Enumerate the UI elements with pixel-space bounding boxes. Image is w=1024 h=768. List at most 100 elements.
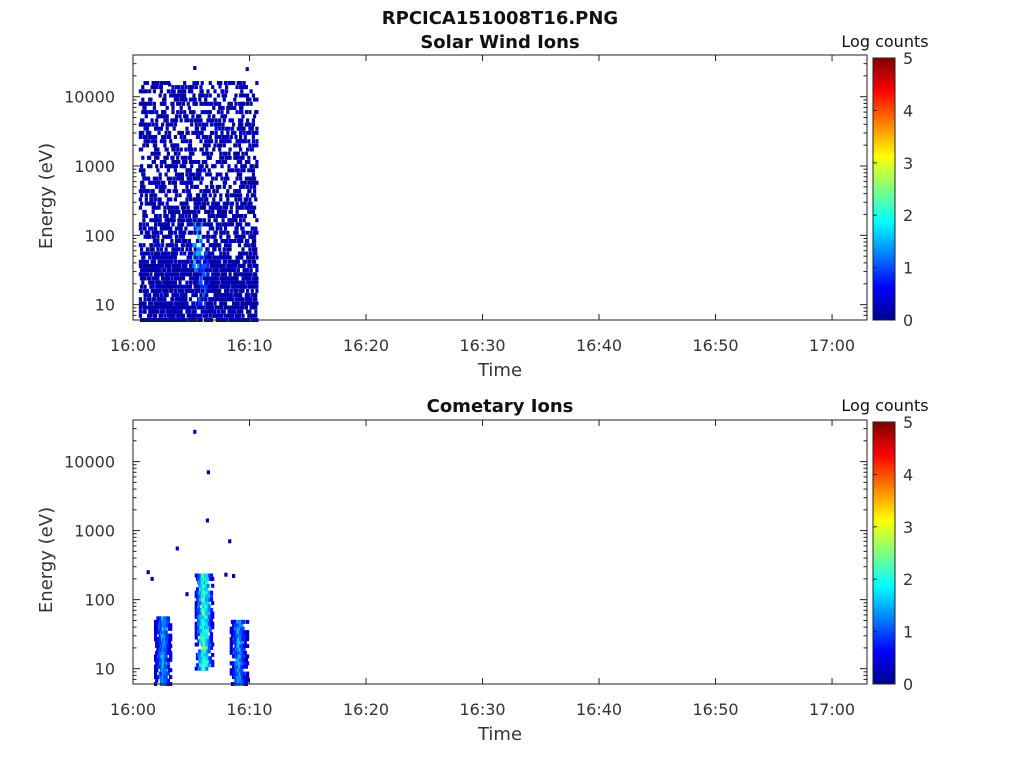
spectrogram-cell	[222, 247, 226, 252]
spectrogram-cell	[166, 89, 170, 94]
colorbar-tick-label: 4	[903, 465, 913, 484]
spectrogram-cell	[211, 251, 215, 256]
spectrogram-cell	[194, 284, 198, 289]
spectrogram-cell	[255, 139, 259, 144]
spectrogram-cell	[148, 276, 152, 281]
spectrogram-cell	[211, 583, 215, 588]
spectrogram-cell	[165, 155, 169, 160]
spectrogram-cell	[144, 251, 148, 256]
spectrogram-cell	[240, 214, 244, 218]
spectrogram-cell	[188, 176, 193, 181]
spectrogram-cell	[173, 180, 177, 185]
spectrogram-cell	[244, 243, 248, 248]
spectrogram-cell	[199, 293, 203, 298]
spectrogram-cell	[164, 305, 168, 310]
spectrogram-cell	[172, 176, 176, 181]
spectrogram-cell	[235, 209, 239, 214]
spectrogram-cell	[226, 189, 230, 194]
spectrogram-cell	[211, 272, 215, 277]
spectrogram-cell	[152, 89, 156, 94]
spectrogram-cell	[159, 259, 163, 264]
spectrogram-cell	[190, 180, 194, 185]
spectrogram-cell	[140, 147, 144, 152]
spectrogram-cell	[185, 592, 189, 597]
spectrogram-cell	[212, 197, 216, 202]
spectrogram-cell	[193, 255, 197, 260]
spectrogram-cell	[235, 284, 239, 289]
spectrogram-cell	[141, 155, 145, 160]
spectrogram-cell	[207, 209, 211, 214]
spectrogram-cell	[220, 272, 224, 277]
panel-cometary: Cometary Ions Log counts 16:00 16:10 16:20…	[36, 396, 929, 745]
spectrogram-cell	[144, 110, 148, 115]
spectrogram-cell	[211, 611, 215, 616]
spectrogram-cell	[188, 168, 193, 173]
spectrogram-cell	[218, 288, 222, 293]
spectrogram-cell	[170, 164, 174, 169]
spectrogram-cell	[171, 155, 175, 160]
spectrogram-cell	[172, 164, 176, 169]
spectrogram-cell	[246, 309, 250, 314]
spectrogram-cell	[140, 164, 144, 169]
spectrogram-cell	[177, 259, 181, 264]
spectrogram-cell	[212, 189, 216, 194]
spectrogram-cell	[149, 101, 153, 106]
spectrogram-cell	[164, 164, 168, 169]
x-tick-label: 17:00	[809, 700, 855, 719]
spectrogram-cell	[143, 81, 147, 85]
spectrogram-cell	[179, 147, 183, 152]
spectrogram-cell	[251, 143, 255, 148]
spectrogram-cell	[253, 176, 257, 181]
spectrogram-cell	[209, 618, 214, 623]
spectrogram-cell	[163, 209, 167, 214]
spectrogram-cell	[176, 101, 180, 106]
spectrogram-cell	[229, 637, 233, 642]
spectrogram-cell	[228, 268, 232, 273]
spectrogram-cell	[199, 313, 203, 318]
spectrogram-cell	[239, 147, 243, 152]
spectrogram-cell	[163, 118, 167, 123]
spectrogram-cell	[140, 251, 144, 256]
spectrogram-cell	[176, 97, 180, 102]
spectrogram-cell	[249, 201, 253, 206]
spectrogram-cell	[178, 239, 182, 243]
spectrogram-cell	[200, 222, 204, 227]
spectrogram-cell	[158, 280, 162, 285]
spectrogram-cell	[255, 284, 259, 289]
spectrogram-cell	[230, 130, 235, 135]
spectrogram-cell	[179, 309, 183, 314]
spectrogram-cell	[155, 644, 159, 648]
spectrogram-cell	[233, 230, 237, 235]
spectrogram-cell	[176, 309, 180, 314]
spectrogram-cell	[214, 280, 218, 285]
spectrogram-cell	[179, 284, 183, 289]
spectrogram-cell	[159, 305, 163, 310]
spectrogram-cell	[216, 110, 221, 115]
spectrogram-cell	[200, 126, 204, 131]
spectrogram-cell	[205, 628, 209, 633]
spectrogram-cell	[211, 226, 215, 231]
spectrogram-cell	[151, 122, 155, 127]
spectrogram-cell	[184, 118, 188, 123]
spectrogram-cell	[181, 189, 186, 194]
spectrogram-cell	[201, 305, 205, 310]
spectrogram-cell	[191, 151, 195, 156]
spectrogram-cell	[141, 110, 145, 115]
spectrogram-cell	[180, 301, 184, 306]
spectrogram-cell	[211, 205, 215, 210]
spectrogram-cell	[194, 666, 198, 671]
spectrogram-cell	[178, 268, 182, 273]
spectrogram-cell	[183, 205, 187, 210]
spectrogram-cell	[144, 135, 148, 139]
spectrogram-cell	[225, 172, 229, 177]
spectrogram-cell	[193, 429, 197, 434]
spectrogram-cell	[188, 218, 193, 223]
spectrogram-cell	[144, 214, 148, 218]
spectrogram-cell	[195, 611, 200, 616]
spectrogram-cell	[208, 625, 212, 630]
spectrogram-cell	[251, 305, 255, 310]
spectrogram-cell	[253, 234, 257, 239]
spectrogram-cell	[175, 546, 179, 551]
panel-solar-wind: Solar Wind Ions Log counts 16:00 16:10 16:…	[36, 32, 929, 381]
spectrogram-cell	[225, 85, 229, 90]
